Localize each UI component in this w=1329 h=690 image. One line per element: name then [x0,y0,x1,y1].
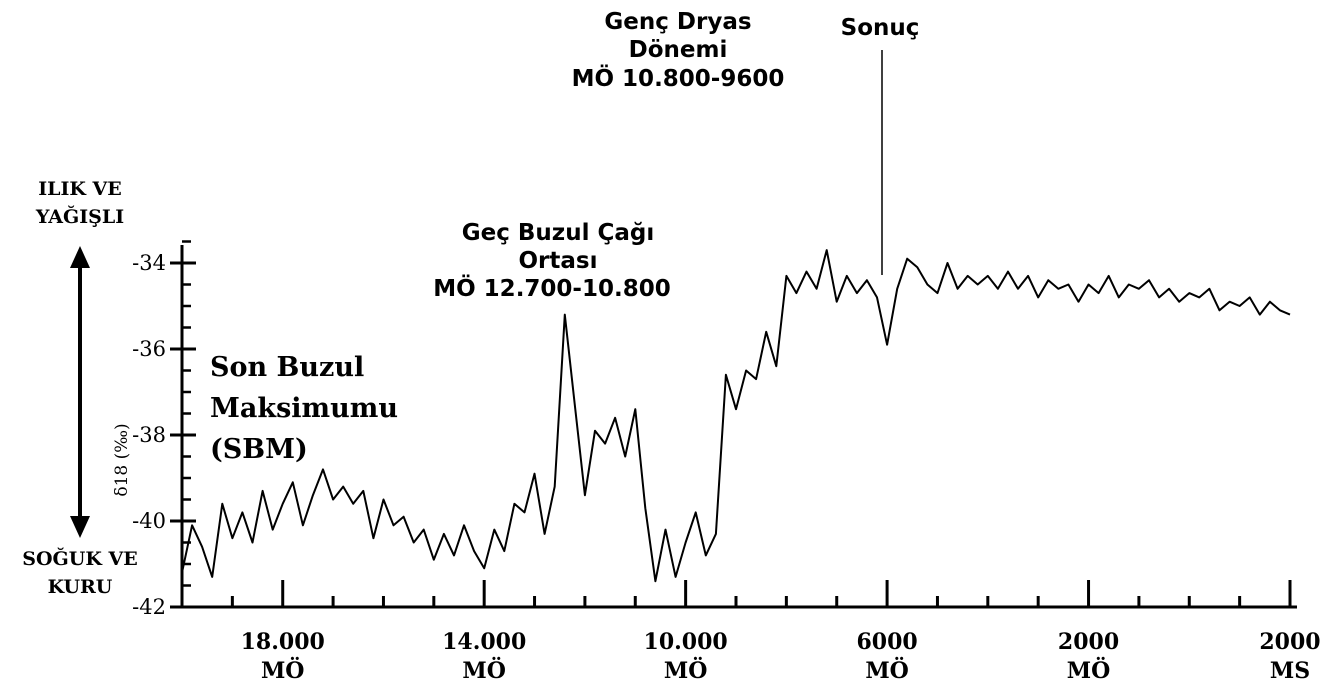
x-ticks: 18.000MÖ14.000MÖ10.000MÖ6000MÖ2000MÖ2000… [232,580,1320,684]
y-axis-label: δ18 (‰) [112,423,132,496]
cold-label-line2: KURU [48,576,113,598]
y-tick-label: -38 [132,423,166,447]
y-ticks: -34 -36 -38 -40 -42 [132,242,196,620]
y-tick-label: -36 [132,337,166,361]
cold-label-line1: SOĞUK VE [22,547,137,570]
x-tick-sublabel: MÖ [865,656,909,684]
late-glacial-label-line2: Ortası [519,248,598,274]
y-tick-label: -34 [132,251,166,275]
lgm-label-line3: (SBM) [210,434,308,465]
y-tick-label: -42 [132,595,166,619]
warm-label-line2: YAĞIŞLI [35,205,124,228]
x-tick-sublabel: MÖ [462,656,506,684]
younger-dryas-label-line3: MÖ 10.800-9600 [572,64,785,92]
x-tick-label: 14.000 [442,629,526,655]
younger-dryas-label-line2: Dönemi [629,37,728,63]
younger-dryas-label-line1: Genç Dryas [604,9,751,35]
x-tick-label: 6000 [856,629,917,655]
lgm-label-line2: Maksimumu [210,393,398,424]
late-glacial-label-line1: Geç Buzul Çağı [462,220,654,246]
warm-label-line1: ILIK VE [38,178,122,200]
x-tick-sublabel: MÖ [261,656,305,684]
lgm-label-line1: Son Buzul [210,352,364,383]
warm-cold-arrow [70,246,90,538]
x-tick-label: 18.000 [241,629,325,655]
end-label: Sonuç [841,15,920,41]
y-tick-label: -40 [132,509,166,533]
late-glacial-label-line3: MÖ 12.700-10.800 [433,274,671,302]
x-tick-label: 2000 [1058,629,1119,655]
x-tick-label: 10.000 [644,629,728,655]
x-tick-sublabel: MÖ [1067,656,1111,684]
x-tick-label: 2000 [1259,629,1320,655]
x-tick-sublabel: MÖ [664,656,708,684]
x-tick-sublabel: MS [1270,658,1310,684]
